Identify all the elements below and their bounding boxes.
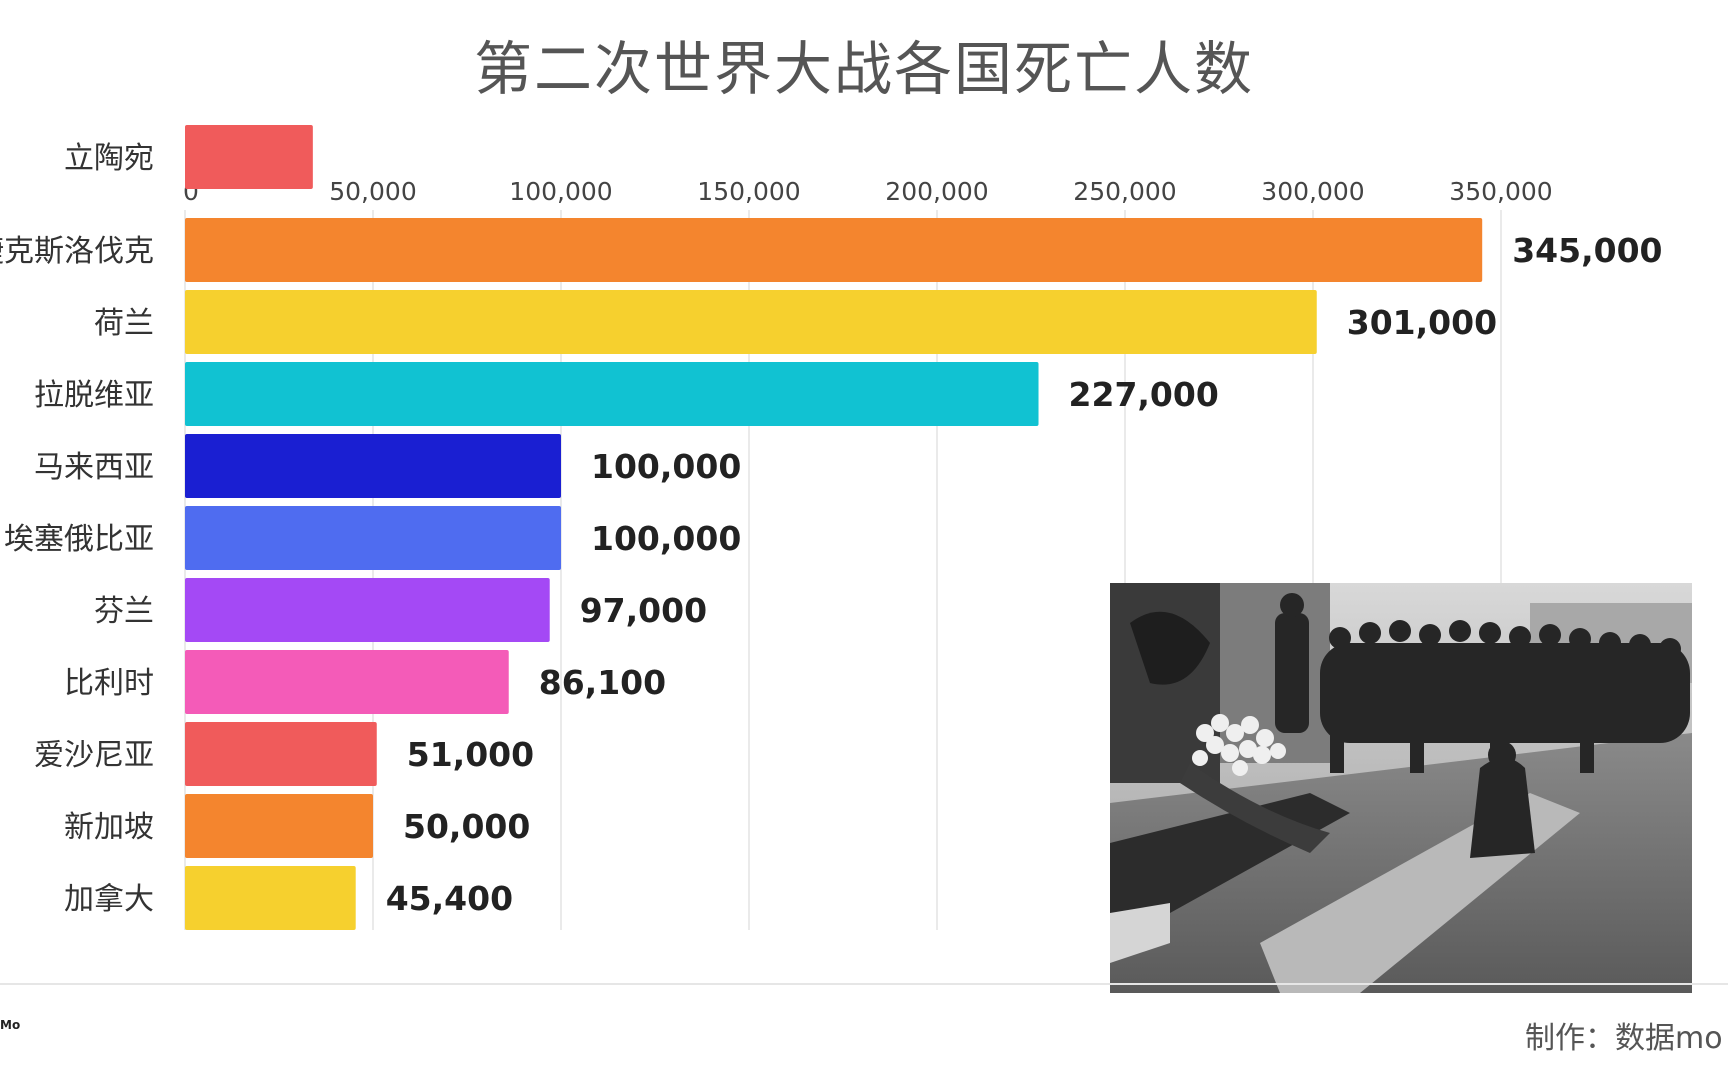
- category-labels: 立陶宛捷克斯洛伐克荷兰拉脱维亚马来西亚埃塞俄比亚芬兰比利时爱沙尼亚新加坡加拿大: [0, 141, 154, 917]
- x-tick-label: 350,000: [1449, 177, 1552, 206]
- value-label: 45,400: [386, 879, 513, 918]
- photo-illustration: [1110, 583, 1692, 993]
- x-tick-label: 200,000: [885, 177, 988, 206]
- category-label: 新加坡: [64, 810, 154, 845]
- value-label: 50,000: [403, 807, 530, 846]
- category-label: 捷克斯洛伐克: [0, 234, 154, 269]
- category-label: 拉脱维亚: [34, 378, 154, 413]
- credit-text: 制作：数据mo: [1525, 1021, 1723, 1056]
- value-label: 100,000: [591, 519, 741, 558]
- category-label: 比利时: [64, 666, 154, 701]
- category-label: 马来西亚: [34, 450, 154, 485]
- x-tick-label: 50,000: [329, 177, 416, 206]
- bar: [185, 125, 313, 189]
- x-axis-ticks: 0 50,000 100,000 150,000 200,000 250,000 300,0…: [183, 177, 1553, 206]
- category-label: 加拿大: [64, 882, 154, 917]
- value-label: 227,000: [1069, 375, 1219, 414]
- chart-title: 第二次世界大战各国死亡人数: [473, 35, 1254, 103]
- category-label: 芬兰: [94, 594, 154, 629]
- category-label: 立陶宛: [64, 141, 154, 176]
- value-labels: 345,000 301,000 227,000 100,000 100,000 97,00…: [386, 231, 1663, 918]
- value-label: 100,000: [591, 447, 741, 486]
- bar: [185, 290, 1317, 354]
- bar: [185, 722, 377, 786]
- bar: [185, 866, 356, 930]
- bar: [185, 506, 561, 570]
- x-tick-label: 100,000: [509, 177, 612, 206]
- value-label: 51,000: [407, 735, 534, 774]
- value-label: 301,000: [1347, 303, 1497, 342]
- category-label: 爱沙尼亚: [34, 738, 154, 773]
- value-label: 86,100: [539, 663, 666, 702]
- category-label: 荷兰: [94, 306, 154, 341]
- x-tick-label: 250,000: [1073, 177, 1176, 206]
- bar: [185, 578, 550, 642]
- memorial-photo: [1110, 583, 1692, 993]
- value-label: 345,000: [1512, 231, 1662, 270]
- category-label: 埃塞俄比亚: [4, 522, 154, 557]
- bars: [185, 125, 1483, 930]
- bar: [185, 362, 1039, 426]
- footer-divider: [0, 983, 1728, 985]
- bar: [185, 218, 1483, 282]
- x-tick-label: 150,000: [697, 177, 800, 206]
- bar: [185, 650, 509, 714]
- bar: [185, 794, 373, 858]
- bar: [185, 434, 561, 498]
- brand-logo: Mo: [0, 1018, 21, 1032]
- value-label: 97,000: [580, 591, 707, 630]
- x-tick-label: 300,000: [1261, 177, 1364, 206]
